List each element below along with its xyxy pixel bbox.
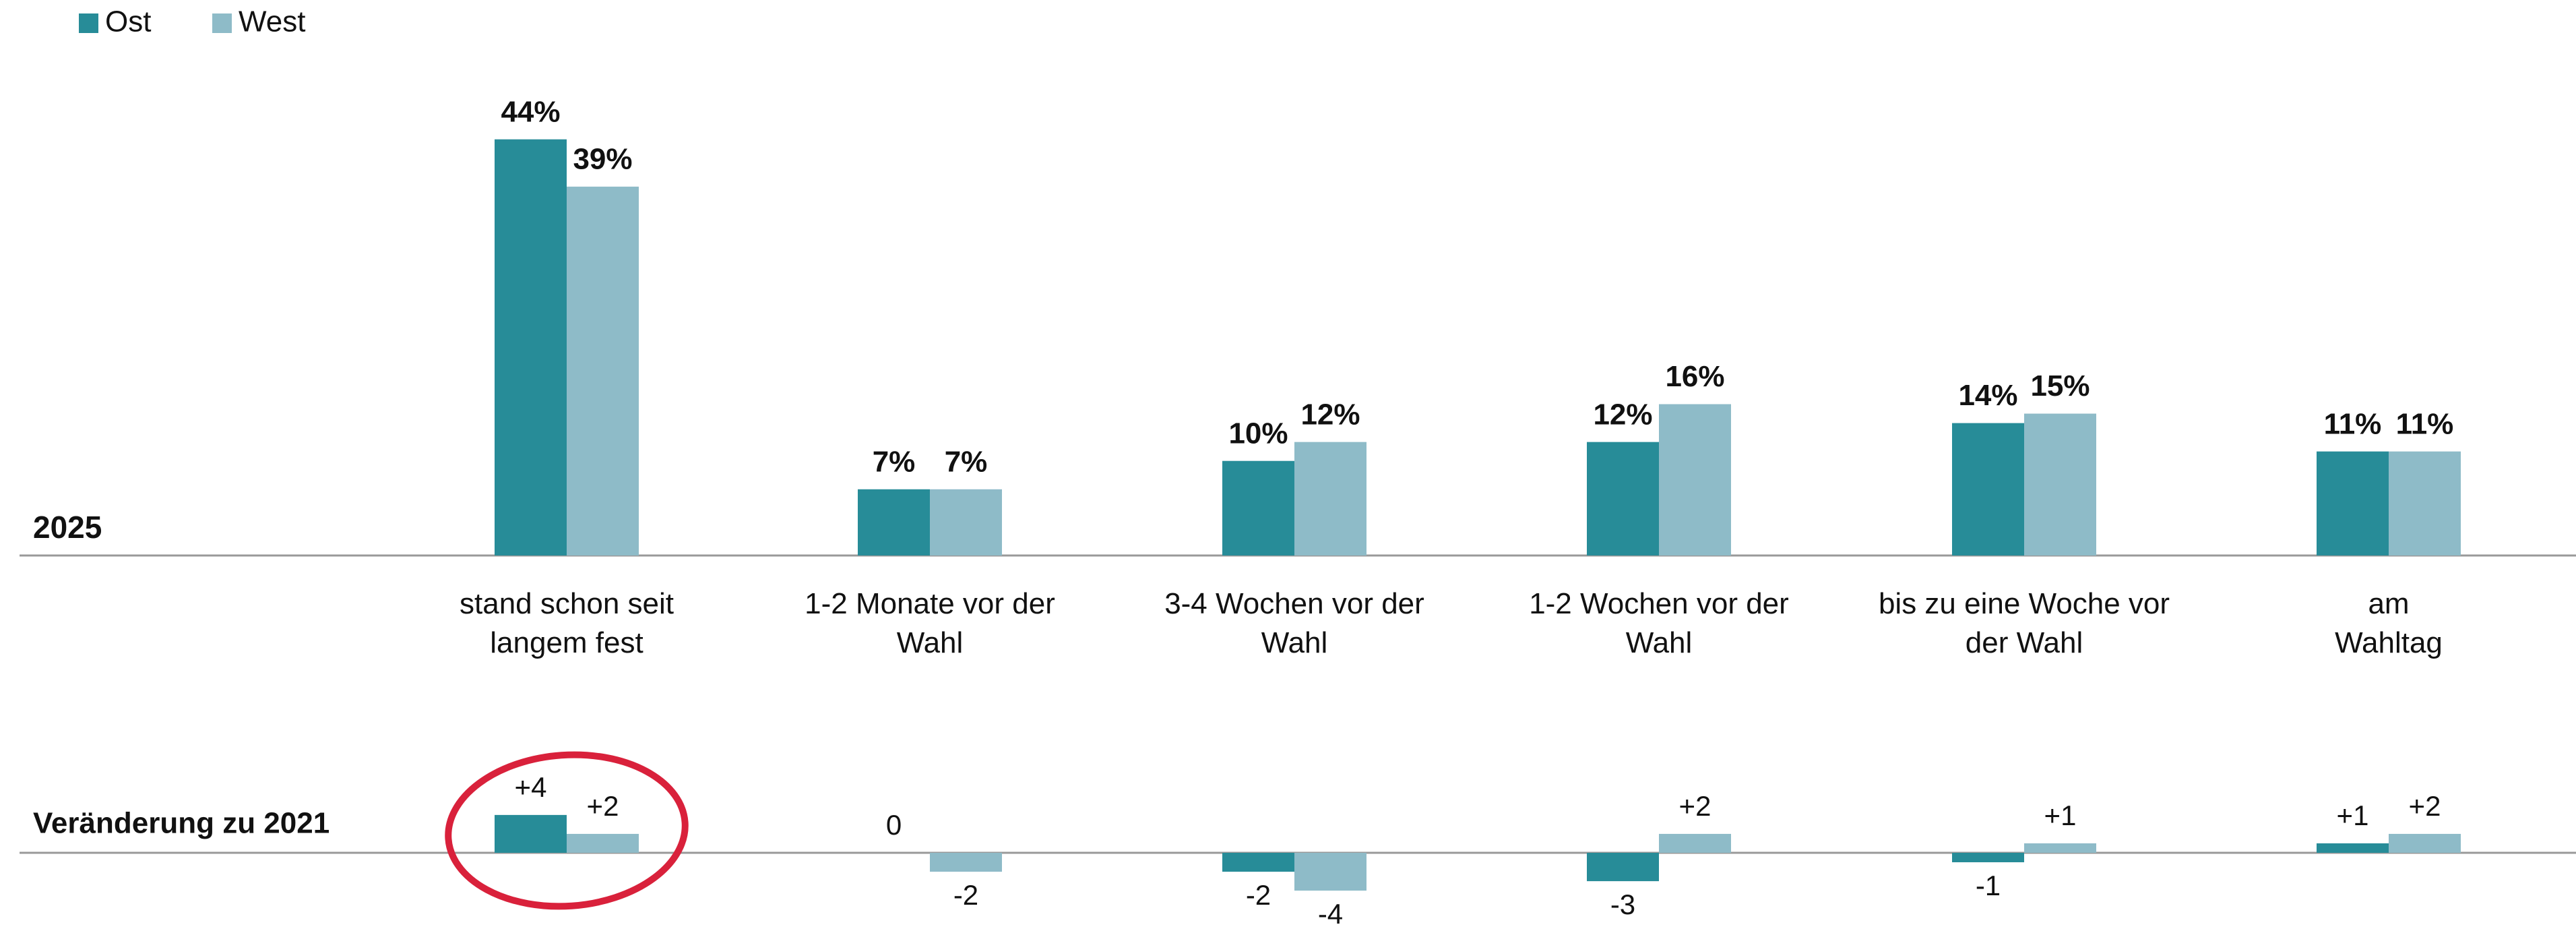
bar: [2317, 452, 2389, 555]
bar: [567, 187, 639, 555]
legend-swatch: [212, 13, 232, 33]
value-label: 11%: [2324, 407, 2382, 440]
bar: [1952, 423, 2024, 555]
bar: [1659, 404, 1731, 555]
bar: [1587, 442, 1659, 555]
panel-label: 2025: [33, 510, 102, 545]
bar: [2389, 452, 2461, 555]
value-label: 16%: [1665, 360, 1724, 393]
bar: [1952, 853, 2024, 862]
bar: [930, 489, 1002, 555]
bar: [1294, 442, 1366, 555]
value-label: 44%: [501, 95, 560, 128]
bar: [1222, 853, 1294, 872]
bar: [2389, 834, 2461, 853]
value-label: 11%: [2396, 407, 2454, 440]
value-label: 14%: [1958, 379, 2017, 412]
bar: [2317, 843, 2389, 853]
value-label: -4: [1318, 898, 1343, 930]
value-label: -3: [1610, 889, 1635, 920]
bar: [2024, 843, 2096, 853]
value-label: +2: [2409, 790, 2441, 822]
value-label: -1: [1976, 870, 2001, 901]
bar: [495, 815, 567, 853]
legend-swatch: [79, 13, 98, 33]
value-label: 7%: [873, 445, 916, 478]
bar: [1659, 834, 1731, 853]
value-label: -2: [1246, 879, 1271, 911]
page: 2025 Veränderung zu 2021 Ost 44% 7% 10% 12% 1…: [0, 0, 2576, 931]
bar: [495, 140, 567, 555]
value-label: 12%: [1300, 398, 1360, 431]
value-label: +1: [2044, 800, 2077, 831]
value-label: 7%: [945, 445, 988, 478]
value-label: +2: [1679, 790, 1711, 822]
legend-label: West: [239, 5, 305, 38]
panel-label: Veränderung zu 2021: [33, 807, 329, 840]
value-label: +1: [2337, 800, 2369, 831]
legend-label: Ost: [105, 5, 151, 38]
value-label: 10%: [1228, 417, 1288, 450]
value-label: 0: [886, 809, 902, 841]
value-label: 39%: [573, 142, 632, 175]
value-label: +4: [515, 771, 547, 803]
bar: [1222, 461, 1294, 555]
chart: 2025 Veränderung zu 2021 Ost 44% 7% 10% 12% 1…: [0, 0, 2576, 931]
bar: [567, 834, 639, 853]
bar: [930, 853, 1002, 872]
value-label: -2: [953, 879, 978, 911]
bar: [1587, 853, 1659, 881]
value-label: 15%: [2030, 369, 2090, 402]
value-label: +2: [587, 790, 619, 822]
value-label: 12%: [1593, 398, 1652, 431]
bar: [858, 489, 930, 555]
bar: [2024, 414, 2096, 555]
bar: [1294, 853, 1366, 891]
